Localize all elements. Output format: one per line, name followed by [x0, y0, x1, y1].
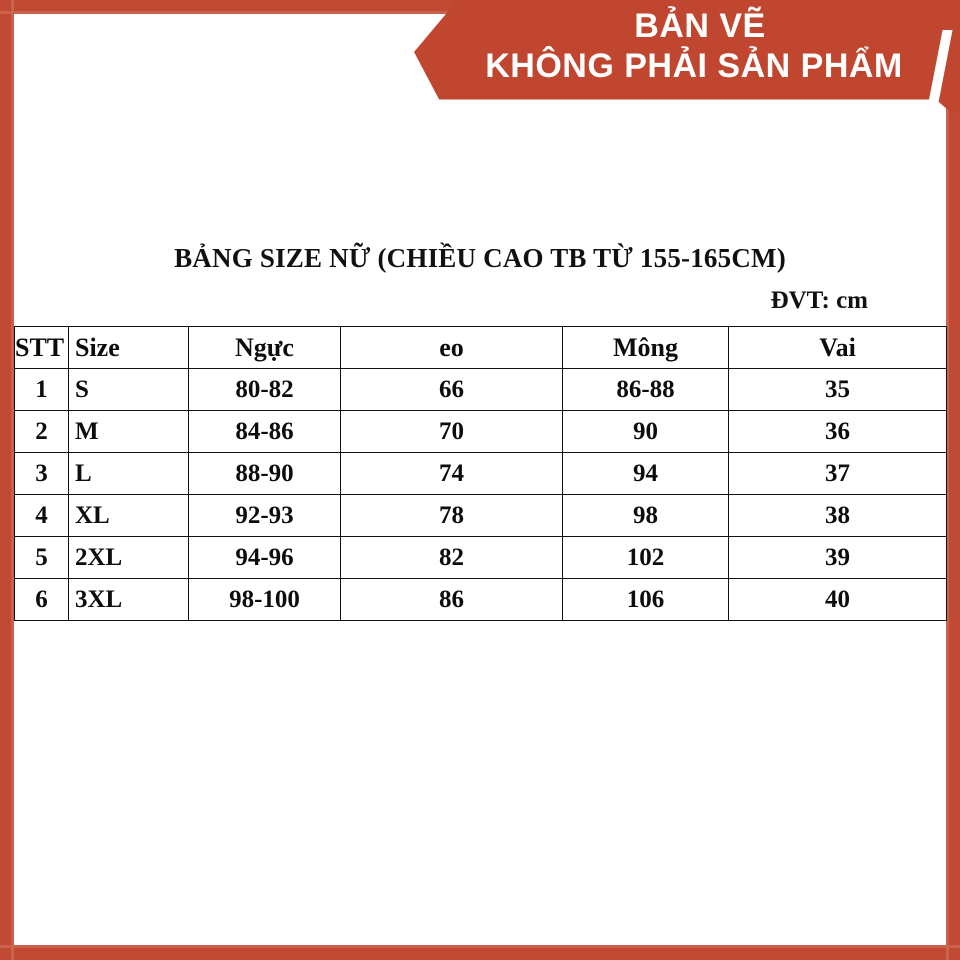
table-row: 3 L 88-90 74 94 37: [14, 452, 947, 495]
cell-nguc: 94-96: [188, 536, 341, 579]
cell-size: L: [68, 452, 189, 495]
cell-eo: 82: [340, 536, 563, 579]
cell-stt: 6: [14, 578, 69, 621]
cell-nguc: 88-90: [188, 452, 341, 495]
cell-eo: 86: [340, 578, 563, 621]
table-row: 4 XL 92-93 78 98 38: [14, 494, 947, 537]
unit-note: ĐVT: cm: [770, 287, 868, 314]
frame-inner-lip-left: [11, 0, 14, 960]
table-header-row: STT Size Ngực eo Mông Vai: [14, 326, 947, 369]
cell-vai: 39: [728, 536, 947, 579]
frame-inner-lip-right: [946, 0, 949, 960]
watermark-banner: BẢN VẼ KHÔNG PHẢI SẢN PHẨM: [414, 0, 960, 113]
column-header-eo: eo: [340, 326, 563, 369]
cell-stt: 1: [14, 368, 69, 411]
cell-nguc: 98-100: [188, 578, 341, 621]
cell-eo: 74: [340, 452, 563, 495]
cell-mong: 90: [562, 410, 729, 453]
cell-nguc: 92-93: [188, 494, 341, 537]
cell-mong: 94: [562, 452, 729, 495]
table-row: 5 2XL 94-96 82 102 39: [14, 536, 947, 579]
table-row: 2 M 84-86 70 90 36: [14, 410, 947, 453]
table-row: 6 3XL 98-100 86 106 40: [14, 578, 947, 621]
cell-nguc: 80-82: [188, 368, 341, 411]
column-header-stt: STT: [14, 326, 69, 369]
cell-vai: 35: [728, 368, 947, 411]
cell-vai: 36: [728, 410, 947, 453]
cell-size: S: [68, 368, 189, 411]
cell-eo: 70: [340, 410, 563, 453]
cell-mong: 98: [562, 494, 729, 537]
cell-mong: 86-88: [562, 368, 729, 411]
cell-vai: 38: [728, 494, 947, 537]
cell-stt: 3: [14, 452, 69, 495]
cell-vai: 40: [728, 578, 947, 621]
cell-vai: 37: [728, 452, 947, 495]
column-header-size: Size: [68, 326, 189, 369]
cell-mong: 102: [562, 536, 729, 579]
cell-size: 2XL: [68, 536, 189, 579]
cell-stt: 4: [14, 494, 69, 537]
page-title: BẢNG SIZE NỮ (CHIỀU CAO TB TỪ 155-165CM): [174, 243, 786, 273]
cell-eo: 78: [340, 494, 563, 537]
frame-inner-lip-bottom: [0, 945, 960, 948]
cell-size: XL: [68, 494, 189, 537]
cell-stt: 2: [14, 410, 69, 453]
frame-border-bottom: [0, 945, 960, 960]
cell-eo: 66: [340, 368, 563, 411]
watermark-line-2: KHÔNG PHẢI SẢN PHẨM: [485, 47, 903, 85]
frame-border-left: [0, 0, 14, 960]
document-body: BẢNG SIZE NỮ (CHIỀU CAO TB TỪ 155-165CM)…: [14, 0, 947, 960]
column-header-nguc: Ngực: [188, 326, 341, 369]
cell-size: M: [68, 410, 189, 453]
column-header-mong: Mông: [562, 326, 729, 369]
table-body: 1 S 80-82 66 86-88 35 2 M 84-86 70 90 36…: [14, 368, 947, 621]
cell-mong: 106: [562, 578, 729, 621]
cell-size: 3XL: [68, 578, 189, 621]
cell-nguc: 84-86: [188, 410, 341, 453]
size-table: STT Size Ngực eo Mông Vai 1 S 80-82 66 8…: [14, 326, 947, 621]
frame-border-right: [946, 0, 960, 960]
table-row: 1 S 80-82 66 86-88 35: [14, 368, 947, 411]
cell-stt: 5: [14, 536, 69, 579]
column-header-vai: Vai: [728, 326, 947, 369]
watermark-line-1: BẢN VẼ: [634, 7, 766, 45]
